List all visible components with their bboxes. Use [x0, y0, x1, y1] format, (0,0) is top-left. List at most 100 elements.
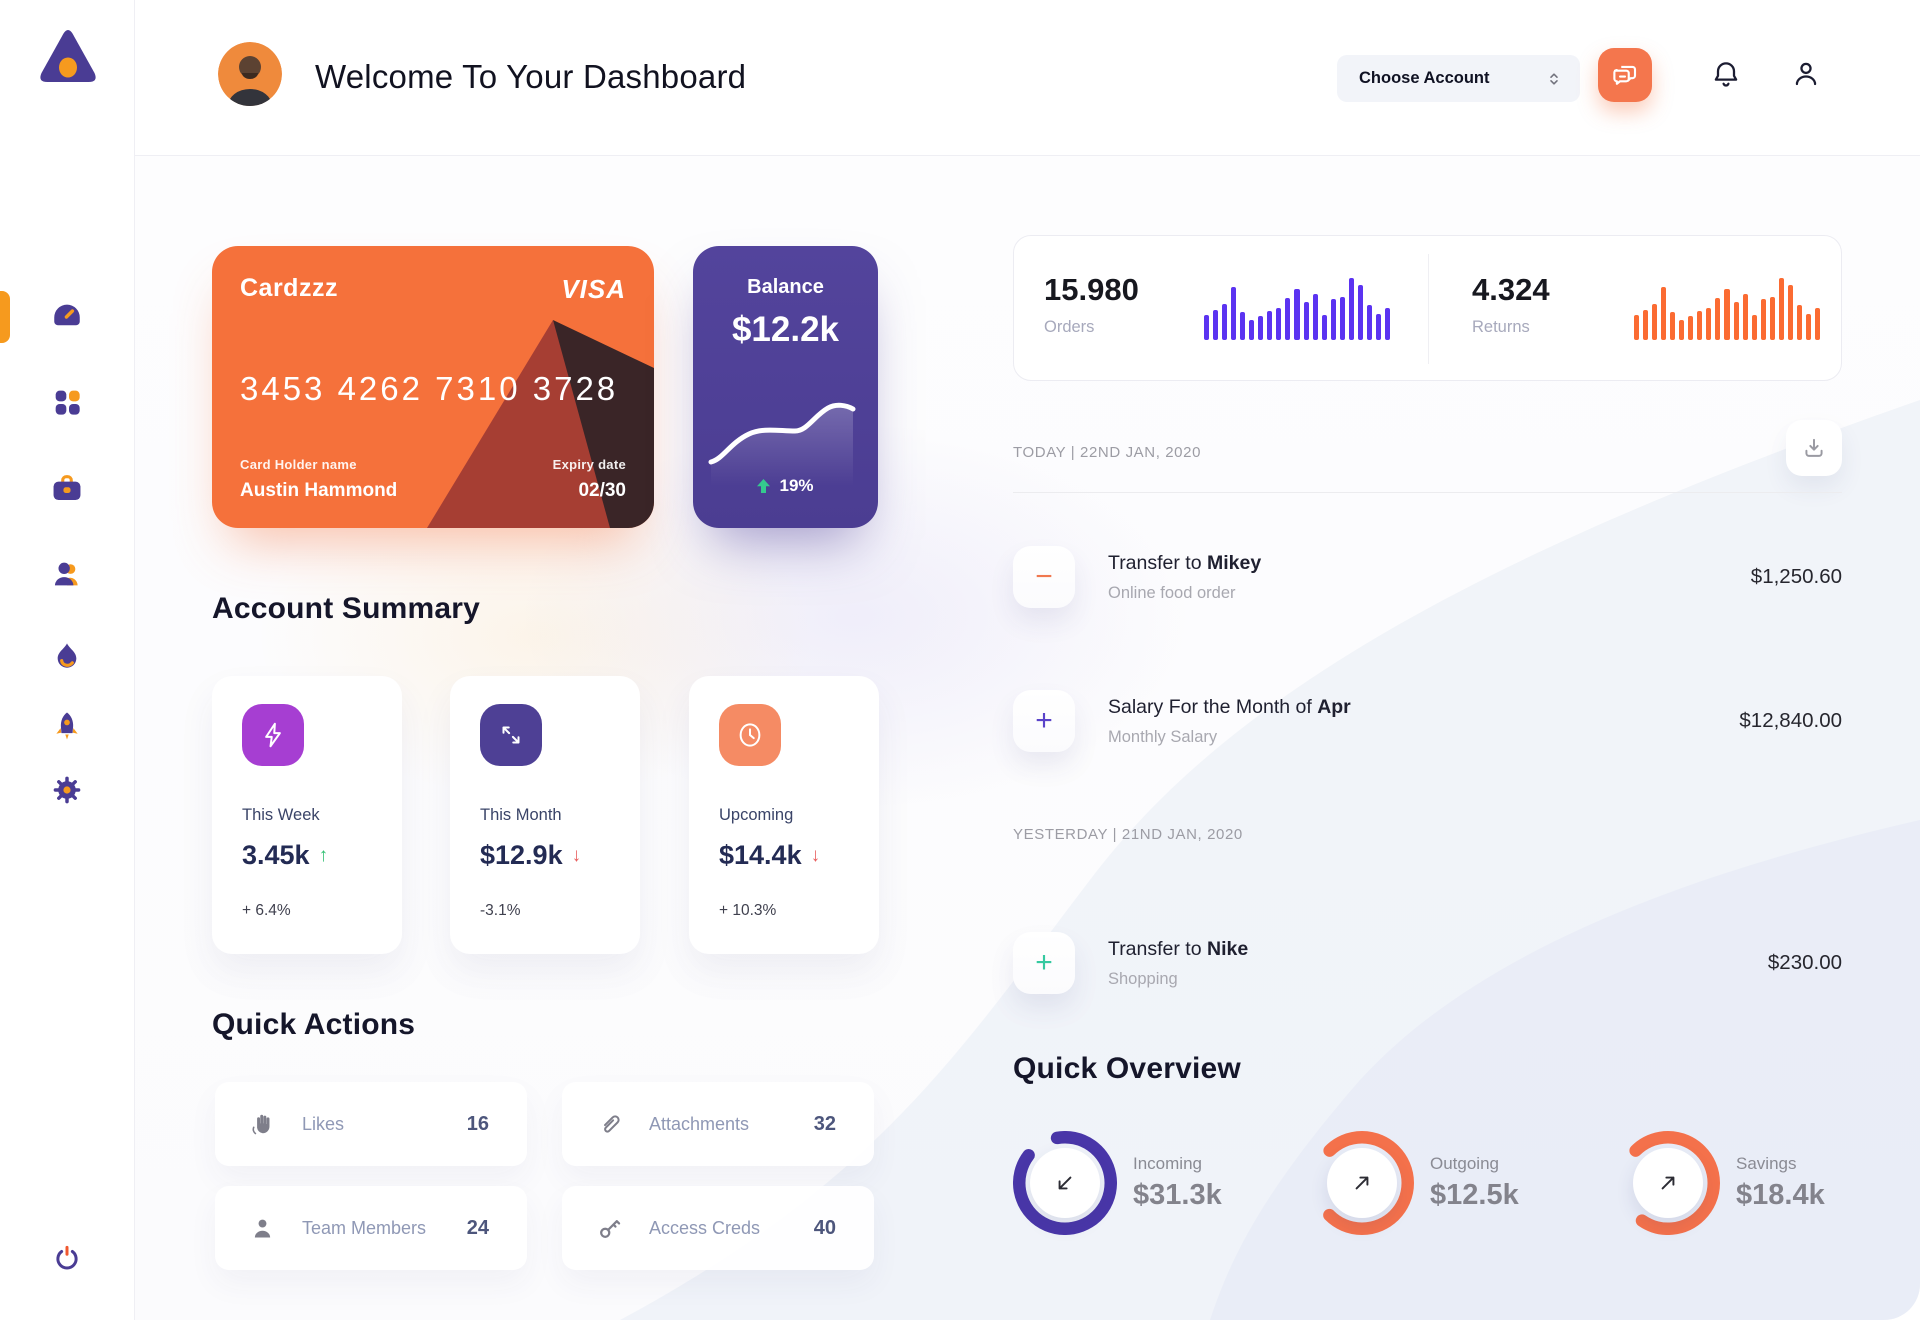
quick-action-count: 32 [813, 1112, 836, 1135]
sidebar [0, 0, 135, 1320]
balance-change: 19% [779, 476, 814, 495]
trend-down-arrow: ↓ [571, 844, 582, 866]
summary-value: $14.4k [719, 840, 802, 870]
transaction-title: Transfer to Mikey [1108, 551, 1262, 574]
person-icon [254, 1219, 271, 1237]
dashboard-gauge-icon [54, 304, 80, 326]
balance-card[interactable]: Balance $12.2k 19% [693, 246, 878, 528]
arrow-up-right-icon [1661, 1176, 1675, 1190]
visa-logo: VISA [561, 274, 626, 304]
overview-value: $12.5k [1430, 1179, 1519, 1211]
messages-button[interactable] [1598, 48, 1652, 102]
header: Welcome To Your Dashboard Choose Account [135, 0, 1920, 156]
transaction-row[interactable]: − Transfer to Mikey Online food order $1… [1013, 544, 1842, 610]
transfer-arrows-icon [480, 704, 542, 766]
bank-card[interactable]: Cardzzz VISA 3453 4262 7310 3728 Card Ho… [212, 246, 654, 528]
overview-outgoing: Outgoing $12.5k [1310, 1128, 1519, 1238]
arrow-down-left-icon [1058, 1176, 1072, 1190]
plus-icon: + [1013, 932, 1075, 994]
transaction-amount: $230.00 [1767, 951, 1842, 974]
arrow-up-right-icon [1355, 1176, 1369, 1190]
stats-divider [1428, 254, 1429, 364]
overview-label: Savings [1736, 1154, 1797, 1173]
incoming-donut [1013, 1131, 1117, 1235]
quick-action-count: 24 [466, 1216, 489, 1239]
rocket-icon [56, 712, 78, 740]
summary-card-this-month[interactable]: This Month $12.9k ↓ -3.1% [450, 676, 640, 954]
card-decoration [427, 320, 654, 528]
select-chevrons-icon [1550, 72, 1558, 85]
balance-sparkline [708, 402, 856, 486]
logout-button[interactable] [39, 1230, 95, 1286]
summary-card-upcoming[interactable]: Upcoming $14.4k ↓ + 10.3% [689, 676, 879, 954]
transaction-title: Salary For the Month of Apr [1108, 695, 1351, 718]
user-avatar[interactable] [218, 42, 282, 106]
summary-label: This Month [480, 806, 562, 824]
card-holder-name: Austin Hammond [240, 480, 398, 501]
summary-value: 3.45k [242, 840, 310, 870]
quick-action-attachments[interactable]: Attachments 32 [562, 1082, 874, 1166]
up-arrow-icon [757, 479, 771, 493]
key-icon [600, 1219, 621, 1238]
download-icon [1805, 438, 1823, 457]
download-button[interactable] [1786, 420, 1842, 476]
flame-icon [57, 643, 77, 668]
sidebar-item-settings[interactable] [39, 762, 95, 818]
page-title: Welcome To Your Dashboard [315, 58, 747, 95]
quick-action-label: Likes [302, 1113, 345, 1134]
returns-value: 4.324 [1472, 272, 1550, 307]
summary-card-this-week[interactable]: This Week 3.45k ↑ + 6.4% [212, 676, 402, 954]
quick-action-team-members[interactable]: Team Members 24 [215, 1186, 527, 1270]
notifications-button[interactable] [1704, 52, 1748, 96]
summary-value: $12.9k [480, 840, 563, 870]
app-logo[interactable] [36, 24, 100, 88]
outgoing-donut [1310, 1131, 1414, 1235]
plus-icon: + [1013, 690, 1075, 752]
quick-overview-title: Quick Overview [1013, 1052, 1241, 1085]
transaction-amount: $12,840.00 [1739, 709, 1842, 732]
quick-action-label: Access Creds [649, 1217, 761, 1238]
trend-up-arrow: ↑ [318, 844, 329, 866]
transaction-amount: $1,250.60 [1750, 565, 1842, 588]
user-icon [1795, 62, 1817, 86]
transaction-row[interactable]: + Transfer to Nike Shopping $230.00 [1013, 930, 1842, 996]
sidebar-item-launch[interactable] [39, 698, 95, 754]
transaction-row[interactable]: + Salary For the Month of Apr Monthly Sa… [1013, 688, 1842, 754]
quick-action-likes[interactable]: Likes 16 [215, 1082, 527, 1166]
account-select[interactable]: Choose Account [1337, 55, 1580, 102]
balance-label: Balance [747, 276, 824, 298]
active-nav-indicator [0, 291, 10, 343]
transactions-section-today: TODAY | 22ND JAN, 2020 [1013, 444, 1202, 461]
account-summary-title: Account Summary [212, 592, 481, 625]
power-icon [56, 1245, 78, 1270]
apps-grid-icon [55, 390, 80, 415]
card-expiry-label: Expiry date [552, 457, 626, 472]
quick-action-label: Team Members [302, 1217, 427, 1238]
profile-button[interactable] [1784, 52, 1828, 96]
quick-action-access-creds[interactable]: Access Creds 40 [562, 1186, 874, 1270]
transaction-subtitle: Monthly Salary [1108, 727, 1218, 746]
sidebar-item-work[interactable] [39, 460, 95, 516]
overview-savings: Savings $18.4k [1616, 1128, 1825, 1238]
chat-bubbles-icon [1613, 65, 1637, 85]
overview-label: Incoming [1133, 1154, 1202, 1173]
quick-actions-title: Quick Actions [212, 1008, 416, 1041]
sidebar-item-apps[interactable] [39, 374, 95, 430]
quick-action-count: 16 [466, 1112, 489, 1135]
sidebar-item-dashboard[interactable] [39, 288, 95, 344]
savings-donut [1616, 1131, 1720, 1235]
team-icon [54, 562, 78, 586]
paperclip-icon [603, 1114, 620, 1133]
transaction-subtitle: Shopping [1108, 969, 1178, 988]
sidebar-item-trending[interactable] [39, 628, 95, 684]
summary-change: + 6.4% [242, 902, 291, 919]
minus-icon: − [1013, 546, 1075, 608]
overview-value: $31.3k [1133, 1179, 1222, 1211]
returns-label: Returns [1472, 318, 1530, 336]
orders-value: 15.980 [1044, 272, 1139, 307]
sidebar-item-team[interactable] [39, 546, 95, 602]
summary-label: Upcoming [719, 806, 794, 824]
transactions-section-yesterday: YESTERDAY | 21ND JAN, 2020 [1013, 826, 1243, 843]
orders-bars [1204, 278, 1390, 340]
